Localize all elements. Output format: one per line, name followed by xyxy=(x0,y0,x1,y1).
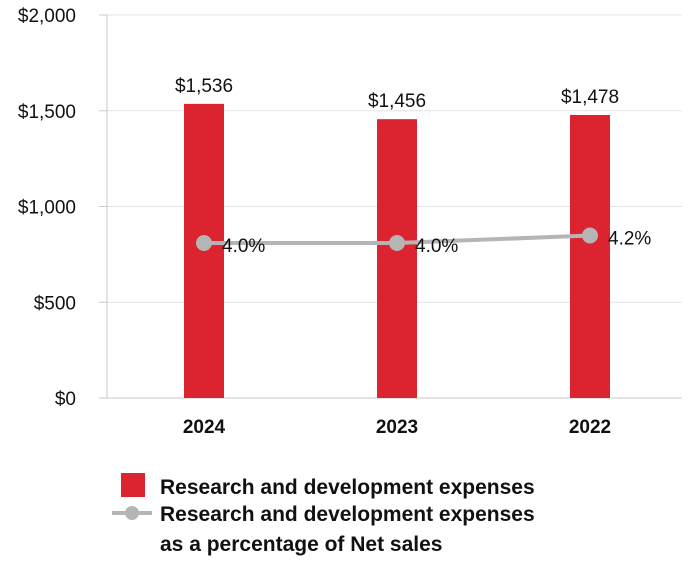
bar xyxy=(570,114,610,398)
y-tick-label: $1,000 xyxy=(18,198,76,219)
y-tick-label: $0 xyxy=(55,389,76,410)
x-tick-label: 2023 xyxy=(376,417,418,438)
percentage-label: 4.2% xyxy=(608,229,651,250)
bar-value-label: $1,456 xyxy=(368,91,426,112)
legend-line-label-1: Research and development expenses xyxy=(160,503,535,526)
y-tick-label: $500 xyxy=(34,293,76,314)
legend-bar-swatch xyxy=(121,473,145,497)
y-tick-label: $1,500 xyxy=(18,102,76,123)
bar-value-label: $1,536 xyxy=(175,76,233,97)
legend: Research and development expenses Resear… xyxy=(112,473,535,556)
bar xyxy=(377,119,417,399)
line-series xyxy=(196,227,598,251)
data-labels: $1,536 $1,456 $1,478 4.0% 4.0% 4.2% xyxy=(175,76,651,257)
bar-series xyxy=(184,103,610,399)
percentage-label: 4.0% xyxy=(415,236,458,257)
legend-bar-label: Research and development expenses xyxy=(160,476,535,499)
legend-line-label-2: as a percentage of Net sales xyxy=(160,533,442,556)
x-tick-label: 2024 xyxy=(183,417,226,438)
percentage-point xyxy=(196,235,212,251)
percentage-label: 4.0% xyxy=(222,236,265,257)
percentage-point xyxy=(582,227,598,244)
bar-value-label: $1,478 xyxy=(561,87,619,108)
percentage-point xyxy=(389,235,405,251)
axes: $0 $500 $1,000 $1,500 $2,000 2024 2023 2022 xyxy=(18,6,682,438)
y-tick-label: $2,000 xyxy=(18,6,76,27)
legend-line-marker xyxy=(125,506,139,520)
x-tick-label: 2022 xyxy=(569,417,611,438)
